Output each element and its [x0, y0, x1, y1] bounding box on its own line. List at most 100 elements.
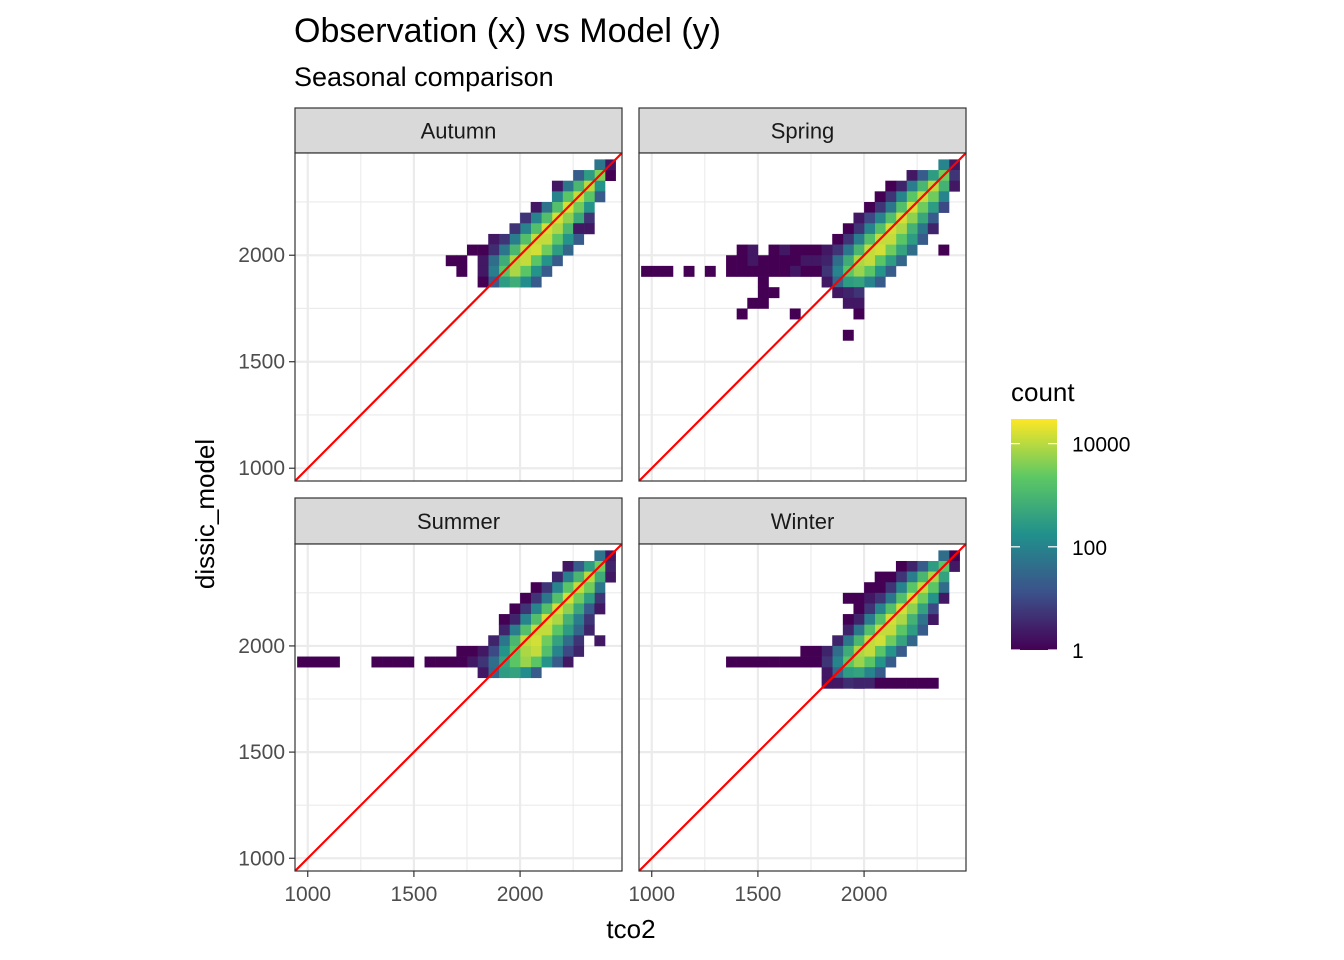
bin-cell — [392, 656, 404, 668]
bin-cell — [864, 667, 875, 679]
bin-cell — [520, 255, 531, 267]
bin-cell — [853, 624, 865, 636]
bin-cell — [895, 592, 907, 604]
bin-cell — [562, 624, 574, 636]
bin-cell — [456, 656, 468, 668]
bin-cell — [307, 656, 319, 668]
bin-cell — [297, 656, 309, 668]
panel-border — [638, 152, 967, 482]
bin-cell — [573, 624, 585, 636]
bin-cell — [594, 550, 606, 562]
bin-cells — [641, 159, 960, 341]
bin-cell — [583, 170, 595, 181]
bin-cell — [842, 233, 854, 245]
facet-strip — [638, 107, 967, 154]
bin-cell — [938, 582, 950, 594]
facet-strip — [294, 107, 623, 154]
bin-cell — [757, 297, 769, 309]
bin-cell — [842, 287, 854, 299]
bin-cell — [445, 656, 457, 668]
bin-cell — [520, 614, 531, 625]
bin-cell — [509, 614, 521, 625]
bin-cell — [541, 656, 553, 668]
bin-cell — [509, 223, 521, 235]
bin-cell — [949, 170, 960, 181]
bin-cell — [583, 603, 595, 615]
bin-cell — [853, 667, 865, 679]
bin-cell — [435, 656, 447, 668]
bin-cell — [927, 201, 939, 213]
bin-cell — [371, 656, 383, 668]
bin-cell — [853, 635, 865, 647]
bin-cell — [853, 592, 865, 604]
bin-cell — [864, 645, 875, 657]
bin-cell — [456, 265, 468, 277]
bin-cell — [520, 592, 531, 604]
bin-cell — [757, 656, 769, 668]
bin-cell — [488, 645, 500, 657]
bin-cell — [551, 233, 563, 245]
bin-cell — [573, 560, 585, 572]
bin-cell — [874, 656, 886, 668]
bin-cell — [853, 233, 865, 245]
bin-cell — [541, 233, 553, 245]
bin-cell — [895, 223, 907, 235]
bin-cell — [726, 255, 737, 267]
bin-cell — [562, 223, 574, 235]
bin-cell — [906, 223, 918, 235]
bin-cell — [594, 191, 606, 203]
bin-cell — [551, 571, 563, 583]
bin-cell — [853, 212, 865, 224]
bin-cell — [509, 624, 521, 636]
bin-cell — [885, 656, 897, 668]
bin-cell — [874, 201, 886, 213]
bin-cell — [551, 592, 563, 604]
bin-cell — [906, 582, 918, 594]
bin-cell — [895, 201, 907, 213]
bin-cell — [885, 582, 897, 594]
bin-cell — [885, 212, 897, 224]
bin-cell — [736, 265, 748, 277]
bin-cell — [562, 614, 574, 625]
x-tick-label: 1500 — [391, 883, 438, 906]
bin-cell — [917, 233, 929, 245]
bin-cell — [864, 677, 875, 689]
bin-cell — [874, 191, 886, 203]
bin-cell — [821, 276, 833, 288]
bin-cell — [832, 677, 844, 689]
bin-cell — [853, 276, 865, 288]
bin-cell — [874, 614, 886, 625]
y-tick-label: 2000 — [238, 244, 285, 267]
bin-cell — [842, 276, 854, 288]
legend-colorbar — [1011, 419, 1057, 650]
panel-summer: Summer — [294, 497, 623, 872]
bin-cell — [864, 265, 875, 277]
bin-cell — [885, 635, 897, 647]
bin-cell — [551, 201, 563, 213]
bin-cell — [456, 645, 468, 657]
bin-cell — [488, 656, 500, 668]
bin-cell — [917, 180, 929, 192]
bin-cell — [768, 287, 780, 299]
bin-cell — [842, 677, 854, 689]
bin-cell — [520, 265, 531, 277]
bin-cell — [864, 212, 875, 224]
bin-cell — [821, 265, 833, 277]
bin-cell — [541, 645, 553, 657]
bin-cell — [885, 645, 897, 657]
x-axis-label: tco2 — [606, 914, 655, 944]
bin-cell — [874, 645, 886, 657]
bin-cell — [895, 571, 907, 583]
bin-cell — [736, 244, 748, 256]
y-tick-label: 1500 — [238, 351, 285, 374]
facet-strip-label: Autumn — [421, 119, 497, 144]
bin-cell — [498, 645, 510, 657]
bin-cell — [488, 265, 500, 277]
panel-border — [294, 543, 623, 872]
bin-cell — [895, 560, 907, 572]
bin-cell — [488, 635, 500, 647]
bin-cell — [583, 592, 595, 604]
bin-cell — [509, 265, 521, 277]
bin-cell — [832, 265, 844, 277]
bin-cell — [541, 592, 553, 604]
